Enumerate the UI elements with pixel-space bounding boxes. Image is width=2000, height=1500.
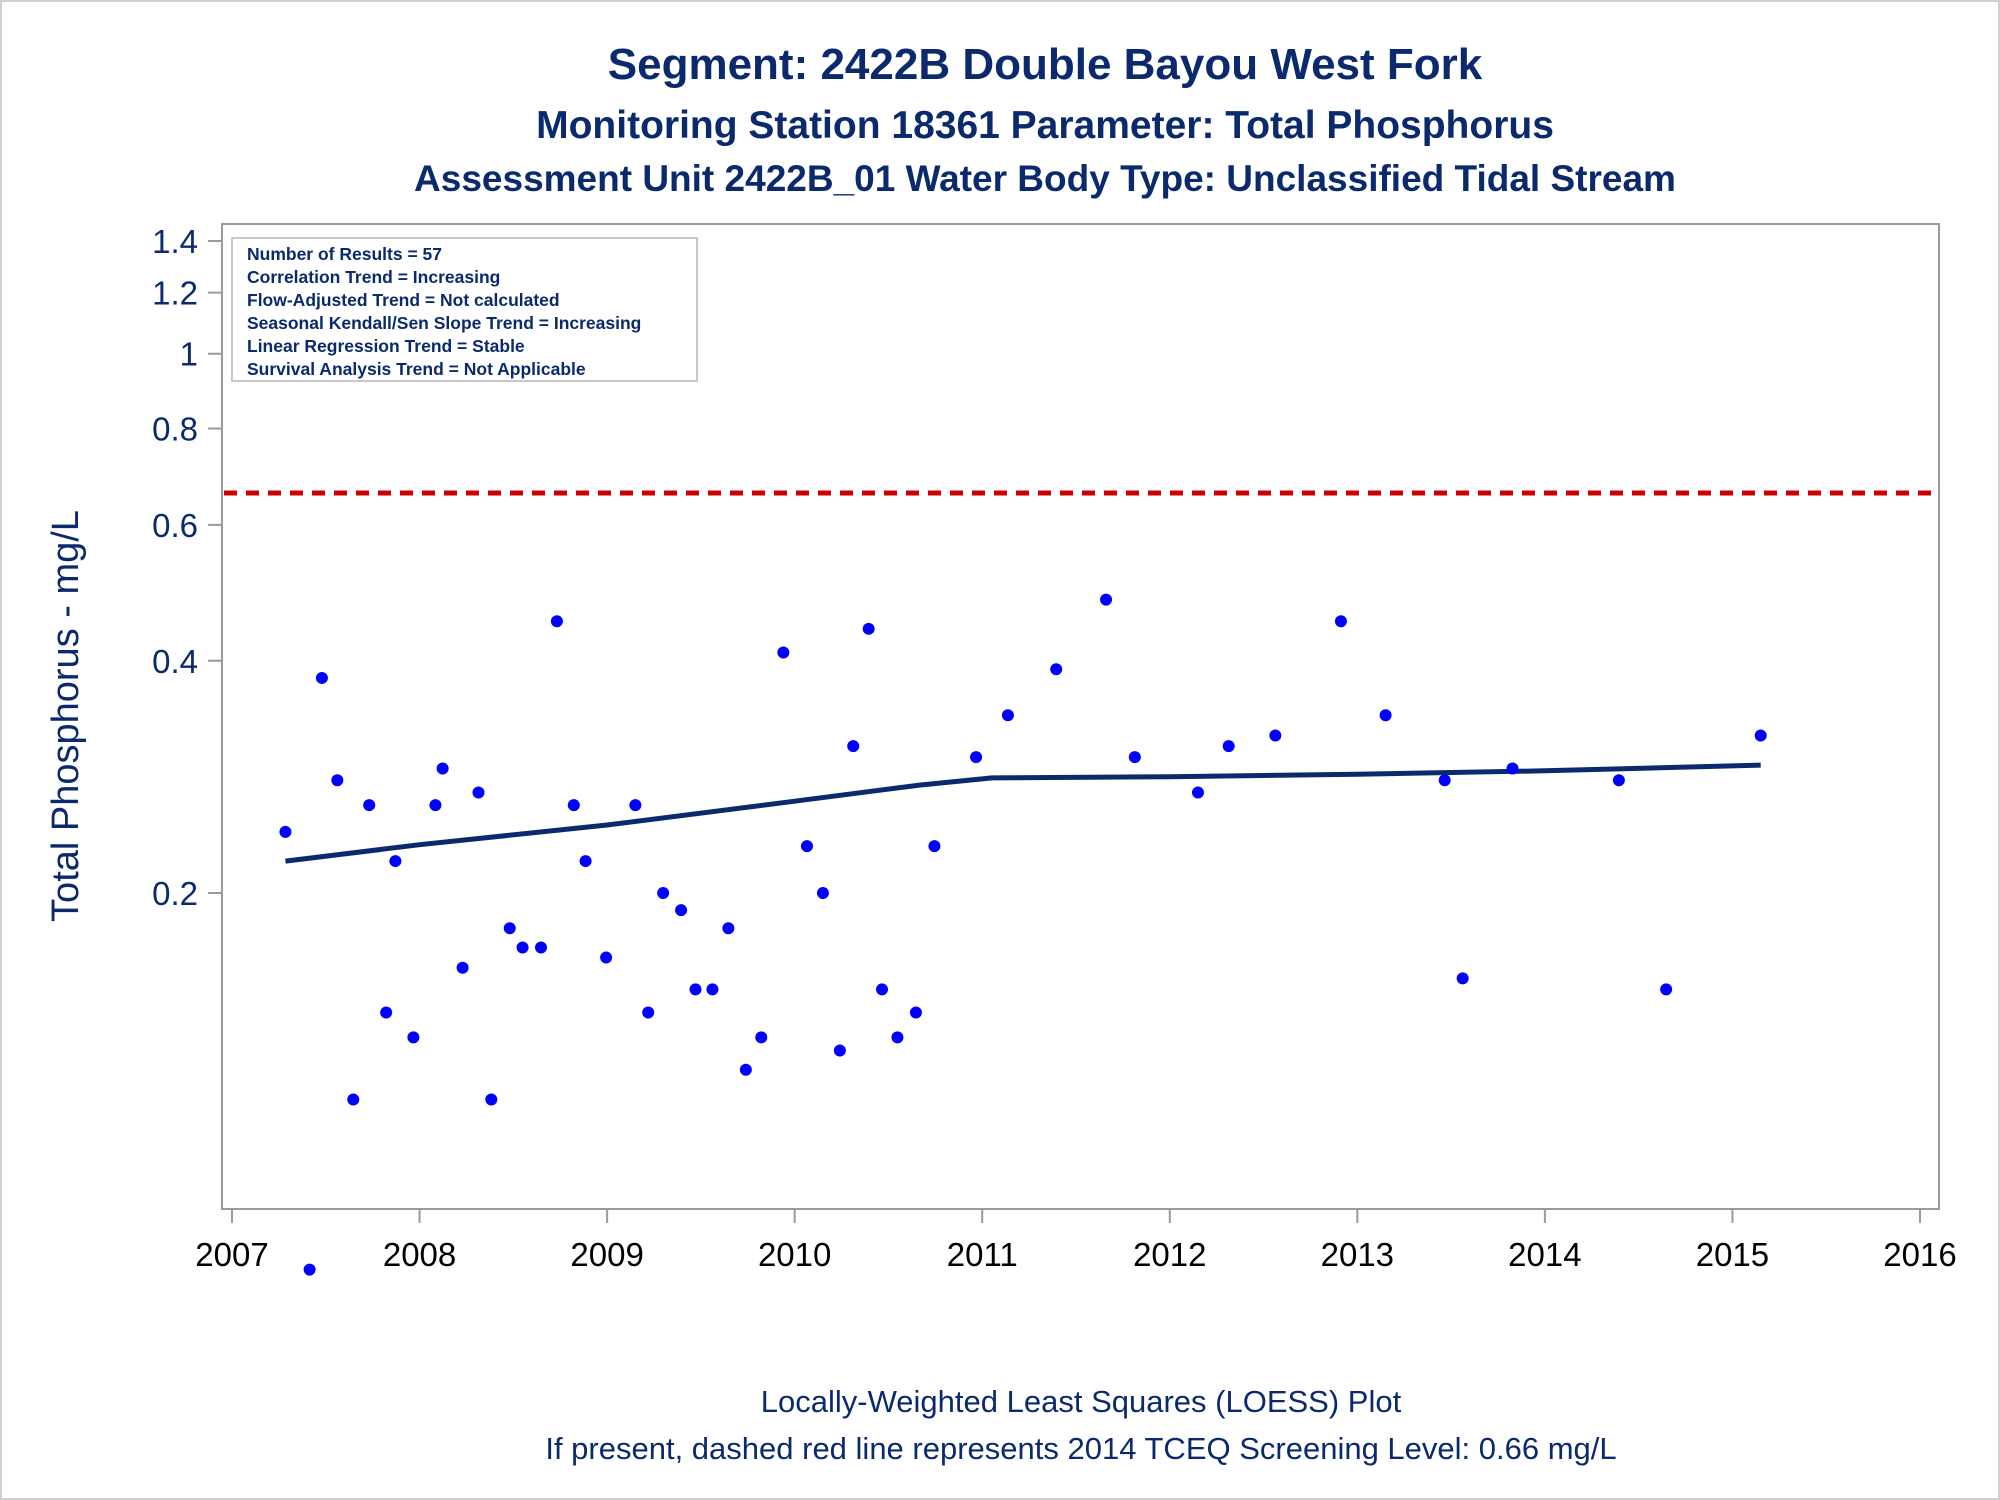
data-point xyxy=(833,1044,846,1057)
data-point xyxy=(1438,774,1451,787)
data-point xyxy=(1660,983,1673,996)
data-point xyxy=(1191,786,1204,799)
data-point xyxy=(722,922,735,935)
data-point xyxy=(928,840,941,853)
data-point xyxy=(800,840,813,853)
data-point xyxy=(535,941,548,954)
y-tick-label: 0.6 xyxy=(152,507,198,544)
x-tick-label: 2014 xyxy=(1508,1236,1581,1273)
trend-annotation-box: Number of Results = 57 Correlation Trend … xyxy=(231,237,698,382)
data-point xyxy=(1222,740,1235,753)
data-point xyxy=(1128,751,1141,764)
data-point xyxy=(777,646,790,659)
chart-subtitle-2: Assessment Unit 2422B_01 Water Body Type… xyxy=(414,158,1676,199)
footnote-loess: Locally-Weighted Least Squares (LOESS) P… xyxy=(761,1384,1402,1419)
data-point xyxy=(739,1063,752,1076)
data-point xyxy=(891,1031,904,1044)
x-tick-label: 2010 xyxy=(758,1236,831,1273)
x-tick-label: 2009 xyxy=(570,1236,643,1273)
data-point xyxy=(755,1031,768,1044)
y-tick-label: 0.4 xyxy=(152,643,198,680)
data-point xyxy=(657,887,670,899)
data-point xyxy=(1754,729,1767,742)
y-tick-label: 1.2 xyxy=(152,275,198,312)
data-point xyxy=(331,774,344,787)
chart-subtitle: Monitoring Station 18361 Parameter: Tota… xyxy=(536,104,1554,147)
data-point xyxy=(675,904,688,917)
annotation-line: Survival Analysis Trend = Not Applicable xyxy=(247,359,586,379)
x-tick-label: 2008 xyxy=(383,1236,456,1273)
y-tick-label: 1 xyxy=(180,336,198,373)
data-point xyxy=(516,941,529,954)
data-point xyxy=(303,1263,316,1276)
annotation-line: Correlation Trend = Increasing xyxy=(247,267,500,287)
y-axis-label: Total Phosphorus - mg/L xyxy=(45,510,87,922)
data-points xyxy=(279,242,1767,1276)
x-axis: 2007 2008 2009 2010 2011 2012 2013 2014 2015 2016 xyxy=(195,1209,1957,1273)
data-point xyxy=(389,855,402,868)
data-point xyxy=(407,1031,420,1044)
data-point xyxy=(550,615,563,628)
x-tick-label: 2007 xyxy=(195,1236,268,1273)
annotation-line: Flow-Adjusted Trend = Not calculated xyxy=(247,290,560,310)
data-point xyxy=(876,983,889,996)
data-point xyxy=(689,983,702,996)
data-point xyxy=(279,825,292,838)
data-point xyxy=(503,922,516,935)
data-point xyxy=(1050,663,1063,676)
data-point xyxy=(1456,972,1469,985)
data-point xyxy=(485,1093,498,1106)
data-point xyxy=(1269,729,1282,742)
data-point xyxy=(1612,774,1625,787)
data-point xyxy=(315,671,328,684)
data-point xyxy=(642,1006,655,1019)
x-tick-label: 2015 xyxy=(1696,1236,1769,1273)
data-point xyxy=(706,983,719,996)
data-point xyxy=(436,762,449,775)
y-tick-label: 0.2 xyxy=(152,875,198,912)
data-point xyxy=(429,799,442,812)
y-tick-label: 1.4 xyxy=(152,223,198,260)
data-point xyxy=(579,855,592,868)
y-tick-label: 0.8 xyxy=(152,411,198,448)
data-point xyxy=(909,1006,922,1019)
data-point xyxy=(1379,709,1392,722)
x-tick-label: 2013 xyxy=(1321,1236,1394,1273)
plot-area xyxy=(221,223,1940,1210)
data-point xyxy=(816,887,829,899)
data-point xyxy=(1506,762,1519,775)
data-point xyxy=(862,622,875,635)
annotation-line: Linear Regression Trend = Stable xyxy=(247,336,525,356)
footnote-screening-level: If present, dashed red line represents 2… xyxy=(545,1431,1616,1466)
annotation-box-border xyxy=(231,237,698,382)
data-point xyxy=(363,799,376,812)
data-point xyxy=(1100,593,1113,606)
annotation-line: Seasonal Kendall/Sen Slope Trend = Incre… xyxy=(247,313,641,333)
data-point xyxy=(347,1093,360,1106)
data-point xyxy=(629,799,642,812)
x-tick-label: 2011 xyxy=(947,1236,1018,1273)
chart-title: Segment: 2422B Double Bayou West Fork xyxy=(608,40,1483,89)
loess-curve xyxy=(285,762,1761,864)
data-point xyxy=(380,1006,393,1019)
x-tick-label: 2016 xyxy=(1883,1236,1956,1273)
x-tick-label: 2012 xyxy=(1133,1236,1206,1273)
data-point xyxy=(567,799,580,812)
data-point xyxy=(472,786,485,799)
data-point xyxy=(600,951,613,964)
data-point xyxy=(456,961,469,974)
data-point xyxy=(1334,615,1347,628)
data-point xyxy=(847,740,860,753)
y-axis: 0.2 0.4 0.6 0.8 1 1.2 1.4 xyxy=(152,223,222,912)
data-point xyxy=(970,751,983,764)
data-point xyxy=(1001,709,1014,722)
annotation-line: Number of Results = 57 xyxy=(247,244,442,264)
